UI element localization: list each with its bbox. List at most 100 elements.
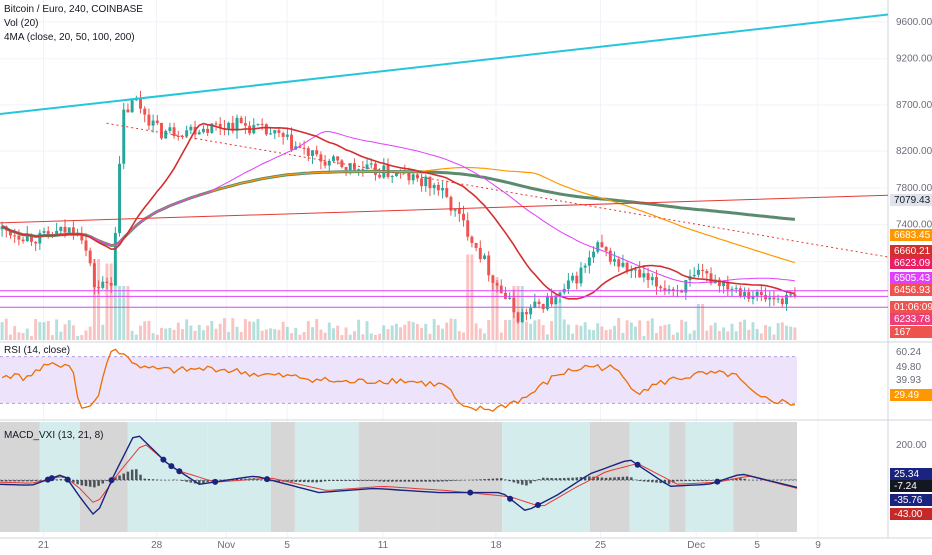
- volume-bar: [491, 277, 494, 340]
- volume-bar: [231, 318, 234, 340]
- candle: [152, 121, 155, 126]
- volume-bar: [328, 323, 331, 340]
- macd-histogram-bar: [785, 480, 788, 481]
- volume-legend: Vol (20): [4, 18, 38, 29]
- volume-bar: [131, 331, 134, 340]
- price-axis-tick: 9600.00: [896, 17, 932, 28]
- candle: [303, 148, 306, 149]
- volume-bar: [236, 327, 239, 340]
- macd-background-segment: [502, 422, 542, 532]
- price-label: 01:06:09: [894, 302, 932, 313]
- macd-histogram-bar: [609, 478, 612, 481]
- volume-bar: [76, 336, 79, 340]
- volume-bar: [563, 319, 566, 340]
- macd-histogram-bar: [1, 480, 4, 481]
- candle: [600, 242, 603, 247]
- volume-bar: [126, 286, 129, 340]
- macd-histogram-bar: [701, 480, 704, 481]
- macd-histogram-bar: [487, 479, 490, 480]
- macd-histogram-bar: [513, 480, 516, 482]
- macd-histogram-bar: [9, 480, 12, 481]
- macd-histogram-bar: [93, 480, 96, 487]
- candle: [428, 177, 431, 188]
- candle: [131, 100, 134, 112]
- volume-bar: [189, 326, 192, 340]
- volume-bar: [273, 329, 276, 340]
- candle: [139, 99, 142, 109]
- macd-histogram-bar: [706, 480, 709, 481]
- volume-bar: [521, 286, 524, 340]
- candle: [621, 263, 624, 267]
- volume-bar: [303, 332, 306, 340]
- rsi-band: [0, 357, 797, 404]
- volume-bar: [198, 325, 201, 340]
- candle: [693, 275, 696, 276]
- candle: [651, 277, 654, 280]
- volume-bar: [215, 329, 218, 340]
- volume-bar: [59, 332, 62, 340]
- candle: [542, 304, 545, 309]
- volume-bar: [22, 333, 25, 340]
- price-label: 6623.09: [894, 258, 931, 269]
- volume-bar: [735, 331, 738, 340]
- rsi-value-label: 29.49: [894, 390, 919, 401]
- macd-histogram-bar: [550, 478, 553, 480]
- candle: [240, 118, 243, 123]
- macd-histogram-bar: [127, 472, 130, 480]
- macd-background-segment: [438, 422, 502, 532]
- candle: [424, 177, 427, 186]
- macd-histogram-bar: [638, 480, 641, 481]
- volume-bar: [156, 335, 159, 340]
- volume-bar: [30, 336, 33, 340]
- macd-histogram-bar: [362, 480, 365, 481]
- volume-bar: [64, 324, 67, 340]
- macd-cross-marker: [535, 502, 541, 508]
- volume-bar: [751, 322, 754, 340]
- macd-cross-marker: [168, 463, 174, 469]
- macd-histogram-bar: [349, 480, 352, 481]
- macd-value-label: -7.24: [894, 481, 917, 492]
- volume-bar: [395, 324, 398, 340]
- candle: [126, 110, 129, 113]
- volume-bar: [261, 331, 264, 340]
- macd-histogram-bar: [378, 480, 381, 481]
- macd-cross-marker: [467, 490, 473, 496]
- macd-histogram-bar: [529, 480, 532, 483]
- candle: [441, 188, 444, 190]
- macd-histogram-bar: [563, 478, 566, 480]
- candle: [659, 287, 662, 289]
- macd-histogram-bar: [336, 480, 339, 481]
- macd-histogram-bar: [60, 479, 63, 480]
- macd-histogram-bar: [534, 480, 537, 481]
- macd-histogram-bar: [30, 480, 33, 481]
- candle: [168, 127, 171, 131]
- candle: [277, 130, 280, 133]
- macd-histogram-bar: [680, 480, 683, 481]
- volume-bar: [542, 325, 545, 340]
- volume-bar: [651, 318, 654, 340]
- volume-bar: [483, 333, 486, 340]
- volume-bar: [437, 325, 440, 340]
- volume-bar: [580, 326, 583, 340]
- macd-histogram-bar: [617, 477, 620, 480]
- volume-bar: [777, 323, 780, 340]
- macd-histogram-bar: [303, 480, 306, 482]
- volume-bar: [210, 321, 213, 340]
- macd-histogram-bar: [508, 480, 511, 481]
- candle: [575, 276, 578, 284]
- volume-bar: [764, 325, 767, 340]
- candle: [122, 110, 125, 164]
- macd-histogram-bar: [441, 480, 444, 481]
- volume-bar: [173, 330, 176, 340]
- volume-bar: [718, 331, 721, 340]
- candle: [475, 243, 478, 248]
- candle: [282, 133, 285, 137]
- volume-bar: [248, 321, 251, 340]
- volume-bar: [693, 330, 696, 340]
- macd-background-segment: [669, 422, 685, 532]
- macd-histogram-bar: [395, 480, 398, 482]
- macd-histogram-bar: [374, 480, 377, 481]
- candle: [173, 127, 176, 136]
